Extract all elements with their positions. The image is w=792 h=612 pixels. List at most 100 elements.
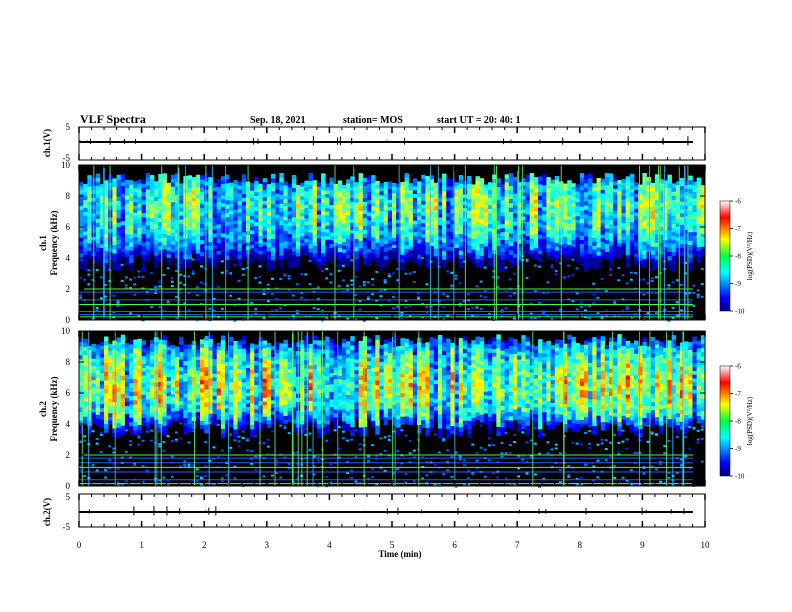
spectrogram-cell <box>408 242 414 247</box>
spectrogram-cell <box>95 234 101 240</box>
spectrogram-cell <box>124 199 130 204</box>
spectrogram-speckle <box>341 279 345 282</box>
spectrogram-speckle <box>337 269 341 272</box>
spectrogram-cell <box>266 239 272 244</box>
spectrogram-cell <box>458 254 464 260</box>
spectrogram-cell <box>270 255 276 261</box>
spectrogram-cell <box>329 220 334 225</box>
spectrogram-cell <box>83 366 88 371</box>
spectrogram-cell <box>517 231 522 236</box>
spectrogram-cell <box>429 208 435 213</box>
spectrogram-speckle <box>287 277 291 280</box>
spectrogram-cell <box>174 403 180 408</box>
spectrogram-cell <box>354 262 359 268</box>
spectrogram-cell <box>258 202 263 207</box>
spectrogram-cell <box>99 353 105 358</box>
spectrogram-cell <box>83 408 88 413</box>
spectrogram-cell <box>141 352 147 357</box>
spectrogram-cell <box>212 384 218 389</box>
spectrogram-speckle <box>237 435 241 438</box>
spectrogram-cell <box>588 249 593 254</box>
spectrogram-cell <box>579 210 585 216</box>
spectrogram-cell <box>262 193 268 198</box>
spectrogram-cell <box>179 187 184 192</box>
spectrogram-cell <box>300 219 305 223</box>
spectrogram-cell <box>195 217 201 223</box>
spectrogram-cell <box>129 374 134 379</box>
spectrogram-cell <box>387 228 393 233</box>
spectrogram-cell <box>116 200 122 206</box>
spectrogram-cell <box>567 233 572 238</box>
spectrogram-cell <box>200 404 205 409</box>
spectrogram-cell <box>108 394 113 399</box>
spectrogram-cell <box>216 246 222 251</box>
spectrogram-cell <box>104 180 109 185</box>
spectrogram-speckle <box>229 294 233 297</box>
spectrogram-cell <box>325 221 330 226</box>
spectrogram-cell <box>174 390 180 394</box>
spectrogram-speckle <box>241 273 245 276</box>
spectrogram-cell <box>504 247 510 252</box>
spectrogram-cell <box>475 205 480 210</box>
spectrogram-cell <box>329 197 334 202</box>
spectrogram-cell <box>145 245 151 250</box>
spectrogram-cell <box>592 198 597 204</box>
spectrogram-cell <box>592 253 597 258</box>
spectrogram-cell <box>404 244 409 250</box>
spectrogram-cell <box>487 235 493 240</box>
spectrogram-cell <box>296 226 301 231</box>
spectrogram-cell <box>104 397 109 403</box>
spectrogram-cell <box>137 189 142 194</box>
spectrogram-cell <box>99 388 105 393</box>
spectrogram-cell <box>99 187 105 192</box>
spectrogram-cell <box>508 177 514 182</box>
spectrogram-cell <box>667 230 672 235</box>
spectrogram-cell <box>354 182 359 187</box>
spectrogram-cell <box>325 239 330 244</box>
spectrogram-speckle <box>362 281 366 284</box>
spectrogram-cell <box>437 197 443 202</box>
spectrogram-cell <box>579 227 585 232</box>
spectrogram-cell <box>133 430 138 435</box>
spectrogram-cell <box>450 197 455 202</box>
spectrogram-cell <box>216 370 222 375</box>
spectrogram-cell <box>679 259 685 264</box>
spectrogram-cell <box>567 194 572 199</box>
spectrogram-cell <box>174 386 180 391</box>
spectrogram-cell <box>124 249 130 254</box>
spectrogram-cell <box>442 237 447 243</box>
spectrogram-cell <box>99 380 105 385</box>
ch2-spectrogram-image <box>79 331 706 488</box>
spectrogram-cell <box>563 257 568 262</box>
spectrogram-cell <box>475 258 480 263</box>
spectrogram-cell <box>346 242 351 247</box>
spectrogram-cell <box>145 177 151 182</box>
spectrogram-cell <box>149 235 155 240</box>
spectrogram-cell <box>604 192 610 197</box>
spectrogram-cell <box>421 193 426 198</box>
spectrogram-cell <box>174 262 180 267</box>
spectrogram-speckle <box>458 302 462 305</box>
spectrogram-cell <box>654 251 660 256</box>
spectrogram-cell <box>95 185 101 191</box>
spectrogram-cell <box>258 261 263 266</box>
spectrogram-cell <box>104 209 109 214</box>
spectrogram-cell <box>162 192 167 197</box>
spectrogram-cell <box>408 239 414 244</box>
spectrogram-cell <box>187 368 192 373</box>
spectrogram-cell <box>133 219 138 224</box>
spectrogram-speckle <box>592 282 596 285</box>
spectrogram-cell <box>517 182 522 187</box>
spectrogram-cell <box>467 206 472 211</box>
spectrogram-cell <box>258 198 263 203</box>
spectrogram-speckle <box>212 297 216 300</box>
spectrogram-cell <box>120 197 126 202</box>
spectrogram-cell <box>216 377 222 382</box>
spectrogram-cell <box>371 206 376 211</box>
spectrogram-cell <box>174 194 180 200</box>
spectrogram-cell <box>91 369 96 373</box>
spectrogram-cell <box>404 208 409 214</box>
spectrogram-cell <box>170 355 176 360</box>
spectrogram-cell <box>667 178 672 184</box>
spectrogram-cell <box>233 393 238 399</box>
